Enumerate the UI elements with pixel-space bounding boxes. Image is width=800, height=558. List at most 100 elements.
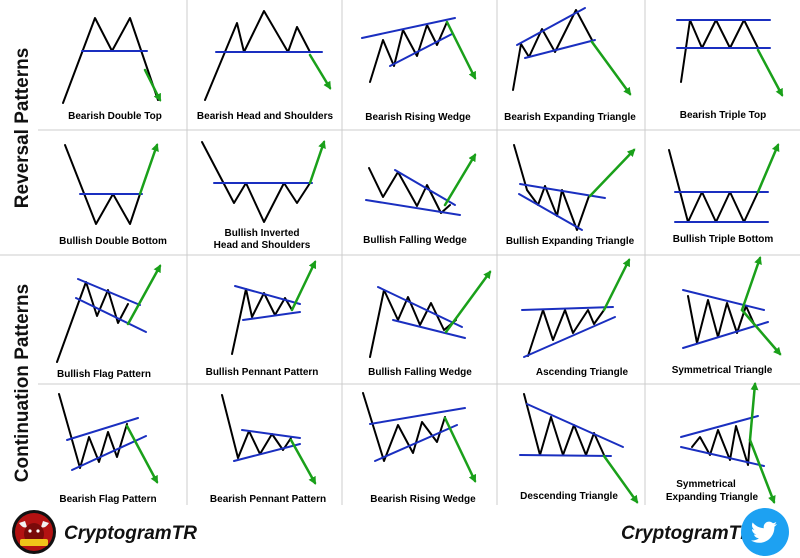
price-line bbox=[680, 19, 759, 83]
breakout-arrow bbox=[308, 140, 326, 185]
label-bullish-falling-wedge-cont: Bullish Falling Wedge bbox=[368, 367, 472, 378]
upper-trend bbox=[234, 285, 301, 305]
lower-trend bbox=[389, 33, 453, 67]
lower-trend bbox=[524, 39, 596, 59]
bearish-rising-wedge-continuation-diagram bbox=[362, 392, 477, 483]
twitter-bird-icon[interactable] bbox=[740, 507, 790, 557]
price-line bbox=[513, 144, 590, 231]
label-bearish-triple-top: Bearish Triple Top bbox=[680, 110, 767, 121]
breakout-arrow bbox=[443, 153, 477, 207]
label-bullish-pennant: Bullish Pennant Pattern bbox=[206, 367, 319, 378]
breakout-arrow bbox=[143, 68, 162, 102]
support bbox=[523, 316, 616, 358]
upper-trend bbox=[377, 286, 463, 328]
label-descending-triangle: Descending Triangle bbox=[520, 491, 618, 502]
bearish-triple-top-diagram bbox=[676, 19, 784, 97]
upper-trend bbox=[361, 17, 456, 39]
label-bearish-flag: Bearish Flag Pattern bbox=[59, 494, 156, 505]
upper-trend bbox=[241, 429, 301, 439]
price-line bbox=[369, 289, 457, 358]
price-line bbox=[668, 149, 759, 223]
bearish-expanding-triangle-diagram bbox=[512, 7, 632, 96]
price-line bbox=[687, 295, 756, 344]
label-bearish-pennant: Bearish Pennant Pattern bbox=[210, 494, 326, 505]
upper-trend bbox=[394, 169, 456, 206]
brand-name-left: CryptogramTR bbox=[64, 523, 198, 544]
label-bearish-expanding-triangle: Bearish Expanding Triangle bbox=[504, 112, 636, 123]
upper-trend bbox=[66, 417, 139, 441]
breakout-arrow bbox=[756, 48, 784, 97]
lower-trend bbox=[518, 193, 583, 231]
breakout-arrow bbox=[443, 416, 477, 483]
section-continuation: Continuation Patterns bbox=[12, 284, 33, 482]
breakout-arrow bbox=[138, 143, 159, 196]
cryptogram-bull-logo-icon bbox=[12, 510, 56, 554]
bearish-pennant-diagram bbox=[221, 394, 317, 485]
breakout-arrow bbox=[126, 264, 162, 326]
breakout-arrow-down bbox=[740, 308, 782, 356]
price-line bbox=[58, 393, 128, 469]
label-bullish-expanding-triangle: Bullish Expanding Triangle bbox=[506, 236, 635, 247]
breakout-arrow bbox=[125, 424, 159, 484]
breakout-arrow bbox=[602, 454, 639, 504]
bearish-head-and-shoulders-diagram bbox=[204, 10, 332, 101]
label-bearish-rising-wedge-rev: Bearish Rising Wedge bbox=[365, 112, 471, 123]
lower-trend bbox=[680, 446, 765, 467]
breakout-arrow bbox=[444, 270, 492, 334]
label-bearish-rising-wedge-cont: Bearish Rising Wedge bbox=[370, 494, 476, 505]
label-bullish-double-bottom: Bullish Double Bottom bbox=[59, 236, 167, 247]
label-symmetrical-expanding-2: Expanding Triangle bbox=[666, 492, 759, 503]
label-bullish-inverted-hs-1: Bullish Inverted bbox=[224, 228, 299, 239]
upper-trend bbox=[526, 403, 624, 448]
breakout-arrow bbox=[602, 258, 631, 312]
lower-trend bbox=[365, 199, 461, 216]
price-line bbox=[691, 425, 751, 466]
price-line bbox=[56, 281, 129, 363]
price-line bbox=[512, 9, 593, 91]
bullish-falling-wedge-continuation-diagram bbox=[369, 270, 492, 358]
upper-trend bbox=[680, 415, 759, 438]
brand-name-right: CryptogramTR bbox=[621, 523, 755, 544]
price-line bbox=[369, 21, 448, 83]
label-bullish-flag: Bullish Flag Pattern bbox=[57, 369, 151, 380]
upper-trend bbox=[77, 278, 141, 306]
breakout-arrow bbox=[756, 143, 780, 194]
bearish-double-top-diagram bbox=[62, 17, 162, 104]
bullish-flag-diagram bbox=[56, 264, 162, 363]
label-bullish-triple-bottom: Bullish Triple Bottom bbox=[673, 234, 774, 245]
price-line bbox=[368, 167, 451, 214]
bearish-rising-wedge-reversal-diagram bbox=[361, 17, 477, 83]
ascending-triangle-diagram bbox=[521, 258, 631, 358]
label-bearish-head-shoulders: Bearish Head and Shoulders bbox=[197, 111, 334, 122]
grid-lines bbox=[0, 0, 800, 505]
price-line bbox=[201, 141, 311, 223]
label-ascending-triangle: Ascending Triangle bbox=[536, 367, 629, 378]
label-symmetrical-expanding-1: Symmetrical bbox=[676, 479, 736, 490]
bullish-pennant-diagram bbox=[231, 260, 317, 355]
bullish-inverted-head-shoulders-diagram bbox=[201, 140, 326, 223]
breakout-arrow-up bbox=[748, 382, 759, 442]
chart-patterns-grid: Reversal Patterns Continuation Patterns … bbox=[0, 0, 800, 505]
breakout-arrow bbox=[289, 438, 317, 485]
breakout-arrow bbox=[445, 20, 477, 80]
symmetrical-triangle-diagram bbox=[682, 256, 782, 356]
price-line bbox=[523, 393, 605, 456]
breakout-arrow bbox=[590, 40, 632, 96]
breakout-arrow-up bbox=[740, 256, 762, 312]
breakout-arrow bbox=[588, 148, 636, 198]
breakout-arrow-down bbox=[748, 438, 776, 504]
lower-trend bbox=[392, 319, 466, 339]
upper-trend bbox=[682, 289, 765, 311]
upper-trend bbox=[519, 183, 606, 199]
lower-trend bbox=[242, 311, 301, 321]
price-line bbox=[204, 10, 311, 101]
bullish-expanding-triangle-diagram bbox=[513, 144, 636, 231]
label-bullish-falling-wedge-rev: Bullish Falling Wedge bbox=[363, 235, 467, 246]
bullish-triple-bottom-diagram bbox=[668, 143, 780, 223]
label-symmetrical-triangle: Symmetrical Triangle bbox=[672, 365, 773, 376]
label-bullish-inverted-hs-2: Head and Shoulders bbox=[214, 240, 311, 251]
upper-trend bbox=[516, 7, 586, 46]
lower-trend bbox=[75, 297, 147, 333]
support bbox=[519, 454, 612, 457]
lower-trend bbox=[71, 435, 147, 471]
